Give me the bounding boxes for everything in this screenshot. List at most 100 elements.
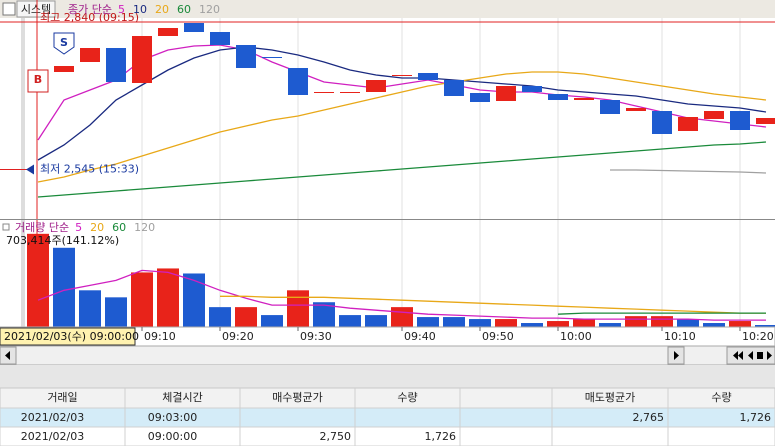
toolbar bbox=[0, 0, 775, 18]
trade-table: 거래일 체결시간 매수평균가 수량 매도평균가 수량 2021/02/03 09:03:00 2… bbox=[0, 387, 775, 446]
volume-bar bbox=[755, 325, 775, 327]
volume-bar bbox=[677, 319, 699, 327]
grid-icon[interactable] bbox=[2, 2, 16, 16]
candle-body bbox=[548, 94, 568, 100]
low-label: 최저 2,545 (15:33) bbox=[40, 163, 139, 176]
legend-label: 종가 단순 bbox=[68, 3, 112, 16]
candle-body bbox=[496, 86, 516, 101]
volume-bar bbox=[261, 315, 283, 327]
x-tick-label: 09:30 bbox=[300, 330, 332, 343]
legend-item: 120 bbox=[199, 3, 220, 16]
x-tick-label: 09:10 bbox=[144, 330, 176, 343]
ma-line bbox=[37, 141, 767, 198]
volume-bar bbox=[105, 297, 127, 327]
candle-body bbox=[574, 98, 594, 100]
candle-body bbox=[288, 68, 308, 95]
candle-body bbox=[314, 92, 334, 93]
low-arrow bbox=[26, 164, 34, 175]
spacer bbox=[0, 365, 775, 388]
candle-body bbox=[522, 86, 542, 92]
candle-body bbox=[444, 80, 464, 96]
legend-icon bbox=[2, 223, 10, 231]
ma-line bbox=[610, 169, 767, 174]
legend-item: 60 bbox=[112, 221, 126, 234]
volume-bar bbox=[313, 302, 335, 327]
ma-line bbox=[220, 295, 766, 314]
x-tick-label: 09:20 bbox=[222, 330, 254, 343]
candle-body bbox=[210, 32, 230, 45]
arrow bbox=[5, 351, 10, 360]
volume-panel: 거래량 단순 5 20 60 120 703,414주(141.12%) bbox=[2, 220, 775, 327]
volume-bar bbox=[287, 290, 309, 327]
candle-body bbox=[366, 80, 386, 92]
nav-icons bbox=[733, 351, 772, 360]
volume-bar bbox=[365, 315, 387, 327]
x-tick-label: 10:20 bbox=[742, 330, 774, 343]
volume-bar bbox=[339, 315, 361, 327]
x-tick-label: 09:50 bbox=[482, 330, 514, 343]
volume-bar bbox=[79, 290, 101, 327]
candle-body bbox=[756, 118, 775, 124]
candle-body bbox=[392, 75, 412, 76]
column-header: 수량 bbox=[397, 391, 417, 404]
signal-label: S bbox=[60, 36, 68, 49]
ma-line bbox=[37, 46, 767, 161]
table-cell: 2,765 bbox=[633, 411, 665, 424]
cursor-date-box bbox=[0, 327, 136, 346]
volume-bar bbox=[391, 307, 413, 327]
x-tick-label: 10:10 bbox=[664, 330, 696, 343]
volume-bar bbox=[495, 319, 517, 327]
signal-marker bbox=[27, 69, 49, 93]
high-label: 최고 2,840 (09:15) bbox=[40, 11, 139, 24]
volume-bar bbox=[157, 268, 179, 327]
table-row bbox=[0, 426, 775, 446]
signal-label: B bbox=[34, 73, 42, 86]
volume-bar bbox=[651, 316, 673, 327]
candle-body bbox=[600, 100, 620, 114]
volume-bar bbox=[469, 319, 491, 327]
column-header: 매도평균가 bbox=[585, 391, 636, 404]
column-header: 거래일 bbox=[47, 390, 77, 404]
candle-body bbox=[236, 45, 256, 68]
column-header: 체결시간 bbox=[162, 391, 202, 404]
candle-body bbox=[54, 66, 74, 72]
volume-bar bbox=[235, 307, 257, 327]
candle-body bbox=[704, 111, 724, 119]
volume-bar bbox=[703, 323, 725, 327]
legend-item: 20 bbox=[155, 3, 169, 16]
volume-bar bbox=[521, 323, 543, 327]
scrollbar[interactable] bbox=[0, 345, 775, 366]
ma-line bbox=[37, 71, 767, 183]
table-cell: 09:03:00 bbox=[148, 411, 197, 424]
price-panel: 최고 2,840 (09:15) 최저 2,545 (15:33) B S 종가 단순 5… bbox=[0, 0, 775, 327]
candle-body bbox=[626, 108, 646, 111]
candle-body bbox=[262, 57, 282, 58]
volume-bar bbox=[53, 247, 75, 327]
x-tick-label: 10:00 bbox=[560, 330, 592, 343]
legend-item: 20 bbox=[90, 221, 104, 234]
volume-bar bbox=[27, 233, 49, 327]
legend-item: 5 bbox=[75, 221, 82, 234]
ma-line bbox=[557, 312, 766, 315]
legend-item: 5 bbox=[118, 3, 125, 16]
system-tab[interactable] bbox=[16, 0, 56, 18]
candle-body bbox=[730, 111, 750, 130]
volume-bar bbox=[183, 273, 205, 327]
volume-bar bbox=[209, 307, 231, 327]
candle-body bbox=[652, 111, 672, 134]
signal-marker bbox=[53, 32, 75, 55]
volume-bar bbox=[573, 319, 595, 327]
candle-body bbox=[184, 23, 204, 32]
table-cell: 2021/02/03 bbox=[21, 430, 84, 443]
legend-label: 거래량 단순 bbox=[15, 221, 69, 234]
volume-bar bbox=[547, 321, 569, 327]
table-cell: 09:00:00 bbox=[148, 430, 197, 443]
volume-bar bbox=[131, 272, 153, 327]
cursor-date: 2021/02/03(수) 09:00:00 bbox=[4, 330, 139, 343]
candle-body bbox=[158, 28, 178, 36]
cursor-value: 703,414주(141.12%) bbox=[6, 234, 119, 247]
column-header: 수량 bbox=[711, 391, 731, 404]
volume-bar bbox=[599, 323, 621, 327]
